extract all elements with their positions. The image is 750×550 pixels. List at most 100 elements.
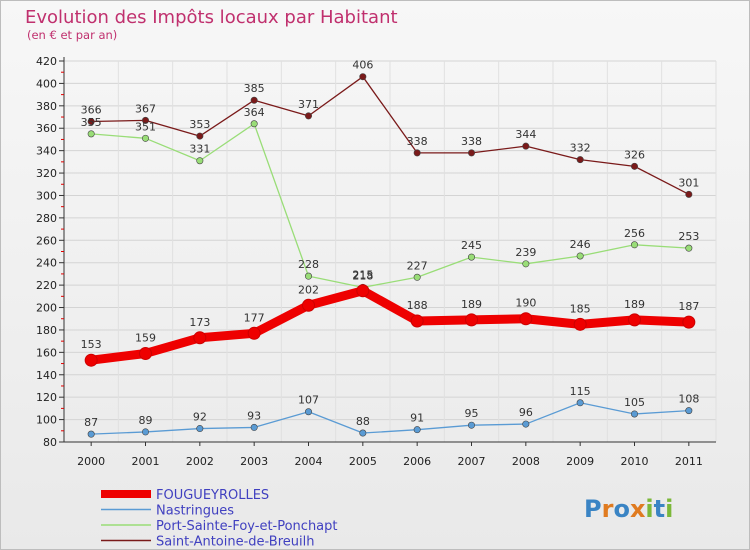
- legend-label: Nastringues: [156, 504, 234, 519]
- legend-label: Port-Sainte-Foy-et-Ponchapt: [156, 519, 338, 534]
- legend-label: Saint-Antoine-de-Breuilh: [156, 535, 314, 550]
- y-tick-label: 380: [36, 100, 57, 113]
- series-line-0: [86, 286, 694, 365]
- data-point: [576, 252, 584, 260]
- data-label: 406: [352, 59, 373, 72]
- y-tick-label: 320: [36, 167, 57, 180]
- x-axis-ticks: 2000 2001 2002 2003 2004 2005 2006 2007 2008 2009…: [77, 442, 703, 468]
- data-label: 107: [298, 394, 319, 407]
- y-tick-label: 340: [36, 145, 57, 158]
- data-point: [413, 273, 421, 281]
- x-tick-label: 2006: [403, 455, 431, 468]
- y-tick-label: 220: [36, 279, 57, 292]
- x-tick-label: 2009: [566, 455, 594, 468]
- series-line-1: [90, 402, 690, 435]
- y-tick-label: 240: [36, 257, 57, 270]
- y-tick-label: 200: [36, 302, 57, 315]
- data-point: [522, 420, 530, 428]
- y-tick-label: 400: [36, 77, 57, 90]
- data-point: [193, 331, 207, 345]
- data-point: [522, 260, 530, 268]
- data-point: [196, 425, 204, 433]
- data-label: 105: [624, 396, 645, 409]
- data-label: 189: [461, 298, 482, 311]
- y-tick-label: 260: [36, 234, 57, 247]
- data-point: [630, 162, 638, 170]
- logo-letter: P: [584, 495, 602, 523]
- data-point: [250, 120, 258, 128]
- data-point: [356, 284, 370, 298]
- y-tick-label: 120: [36, 391, 57, 404]
- data-label: 353: [189, 118, 210, 131]
- data-label: 253: [678, 230, 699, 243]
- data-point: [467, 149, 475, 157]
- data-point: [302, 298, 315, 312]
- data-point: [142, 134, 150, 142]
- data-point: [142, 116, 150, 124]
- data-point: [467, 253, 475, 261]
- data-point: [139, 346, 152, 360]
- data-point: [685, 190, 693, 198]
- data-label: 218: [352, 269, 373, 282]
- y-tick-label: 180: [36, 324, 57, 337]
- data-label: 108: [678, 393, 699, 406]
- data-label: 332: [570, 142, 591, 155]
- y-tick-label: 160: [36, 346, 57, 359]
- data-point: [196, 157, 204, 165]
- data-label: 96: [519, 406, 533, 419]
- logo-letter: t: [654, 495, 665, 523]
- x-tick-label: 2002: [186, 455, 214, 468]
- data-label: 190: [515, 297, 536, 310]
- data-label: 95: [465, 407, 479, 420]
- series-line-3: [90, 76, 690, 196]
- data-label: 364: [244, 106, 265, 119]
- data-point: [359, 429, 367, 437]
- x-tick-label: 2000: [77, 455, 105, 468]
- data-point: [359, 73, 367, 81]
- data-label: 245: [461, 239, 482, 252]
- data-point: [304, 272, 312, 280]
- x-tick-label: 2005: [349, 455, 377, 468]
- data-label: 326: [624, 148, 645, 161]
- data-point: [630, 410, 638, 418]
- x-tick-label: 2010: [621, 455, 649, 468]
- data-label: 301: [678, 176, 699, 189]
- logo-letter: i: [645, 495, 653, 523]
- data-point: [522, 142, 530, 150]
- legend-label: FOUGUEYROLLES: [156, 488, 269, 503]
- data-point: [576, 156, 584, 164]
- data-point: [467, 421, 475, 429]
- x-tick-label: 2003: [240, 455, 268, 468]
- data-point: [465, 313, 478, 327]
- data-point: [519, 312, 533, 326]
- data-label: 331: [189, 143, 210, 156]
- data-point: [630, 241, 638, 249]
- data-label: 185: [570, 302, 591, 315]
- axes: [61, 57, 716, 443]
- proxiti-logo: Proxiti: [584, 495, 673, 523]
- data-label: 239: [515, 246, 536, 259]
- data-label: 215: [352, 269, 373, 282]
- data-label: 189: [624, 298, 645, 311]
- series-lines: [84, 73, 696, 438]
- chart-subtitle: (en € et par an): [27, 28, 117, 42]
- data-label: 187: [678, 300, 699, 313]
- data-label: 371: [298, 98, 319, 111]
- logo-letter: x: [630, 495, 646, 523]
- data-point: [250, 96, 258, 104]
- data-point: [247, 326, 261, 340]
- data-label: 87: [84, 416, 98, 429]
- data-label: 227: [407, 259, 428, 272]
- data-point: [196, 132, 204, 140]
- y-tick-label: 360: [36, 122, 57, 135]
- logo-letter: r: [602, 495, 614, 523]
- data-label: 228: [298, 258, 319, 271]
- data-label: 344: [515, 128, 536, 141]
- logo-letter: i: [665, 495, 673, 523]
- data-labels: 366 367 353 385 371 406 338 338 344 332 326 301 355 3…: [81, 59, 700, 429]
- data-point: [87, 130, 95, 138]
- legend: FOUGUEYROLLESNastringuesPort-Sainte-Foy-…: [101, 488, 338, 549]
- data-label: 246: [570, 238, 591, 251]
- data-point: [304, 112, 312, 120]
